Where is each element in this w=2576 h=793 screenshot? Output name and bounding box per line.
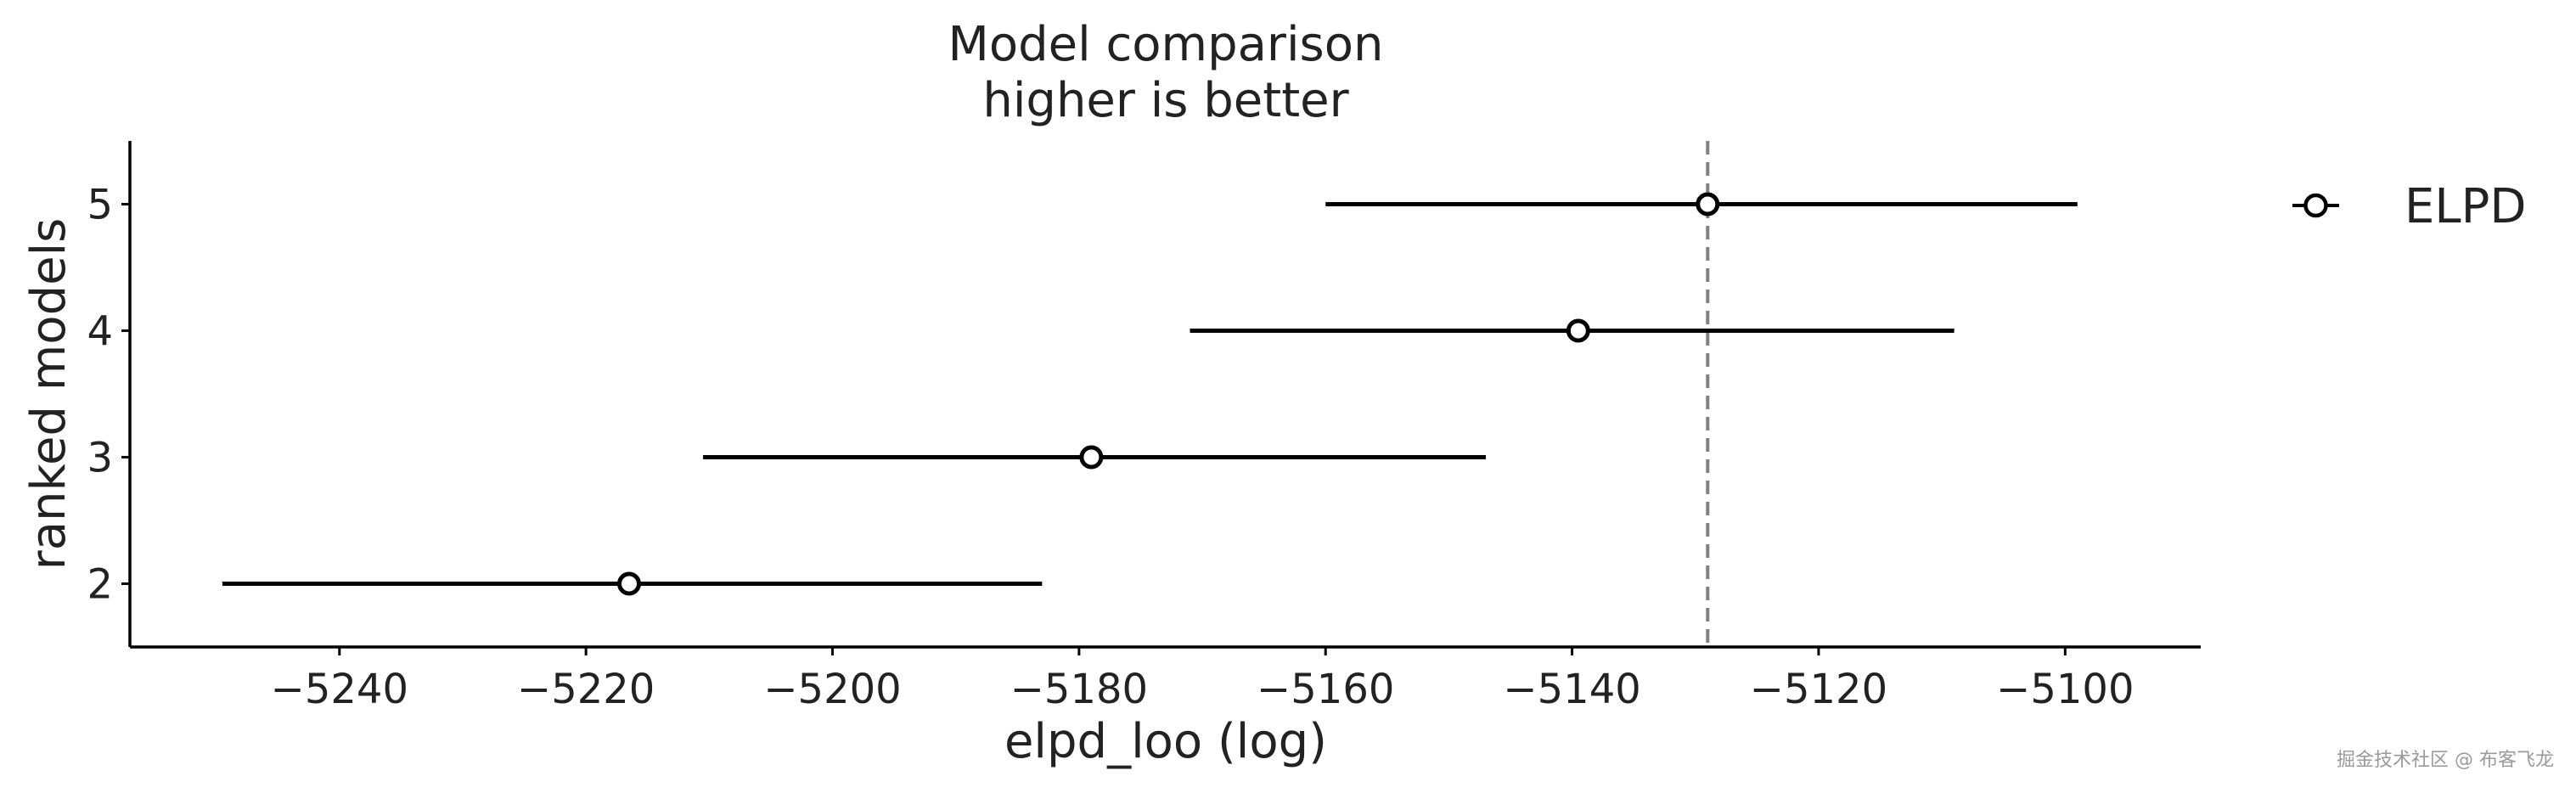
x-tick-label: −5180 bbox=[1010, 666, 1148, 713]
x-ticks: −5240 −5220 −5200 −5180 −5160 −5140 −5120 −5100 bbox=[271, 647, 2134, 713]
y-tick-label: 3 bbox=[87, 435, 113, 482]
axes bbox=[128, 141, 2201, 649]
y-tick-label: 5 bbox=[87, 182, 113, 229]
y-tick-label: 2 bbox=[87, 561, 113, 609]
y-tick-label: 4 bbox=[87, 308, 113, 356]
x-tick-label: −5120 bbox=[1750, 666, 1887, 713]
data-points bbox=[616, 192, 1720, 596]
x-tick-label: −5240 bbox=[271, 666, 408, 713]
watermark: 掘金技术社区 @ 布客飞龙 bbox=[2337, 750, 2554, 771]
x-tick-label: −5140 bbox=[1503, 666, 1640, 713]
x-tick-label: −5160 bbox=[1257, 666, 1394, 713]
point-model-2 bbox=[616, 571, 641, 596]
chart-subtitle: higher is better bbox=[982, 73, 1349, 128]
point-model-3 bbox=[1079, 445, 1104, 470]
point-model-4 bbox=[1566, 318, 1590, 343]
error-bars bbox=[222, 202, 2078, 586]
x-tick-label: −5220 bbox=[517, 666, 655, 713]
legend-label: ELPD bbox=[2404, 179, 2526, 234]
legend-marker-icon bbox=[2303, 193, 2328, 218]
point-model-5 bbox=[1696, 192, 1720, 217]
x-tick-label: −5200 bbox=[763, 666, 901, 713]
x-tick-label: −5100 bbox=[1996, 666, 2134, 713]
chart-title: Model comparison bbox=[948, 17, 1384, 72]
x-axis-label: elpd_loo (log) bbox=[1004, 714, 1327, 769]
y-ticks: 5 4 3 2 bbox=[87, 182, 130, 609]
y-axis-label: ranked models bbox=[21, 218, 76, 571]
legend: ELPD bbox=[2292, 179, 2526, 234]
